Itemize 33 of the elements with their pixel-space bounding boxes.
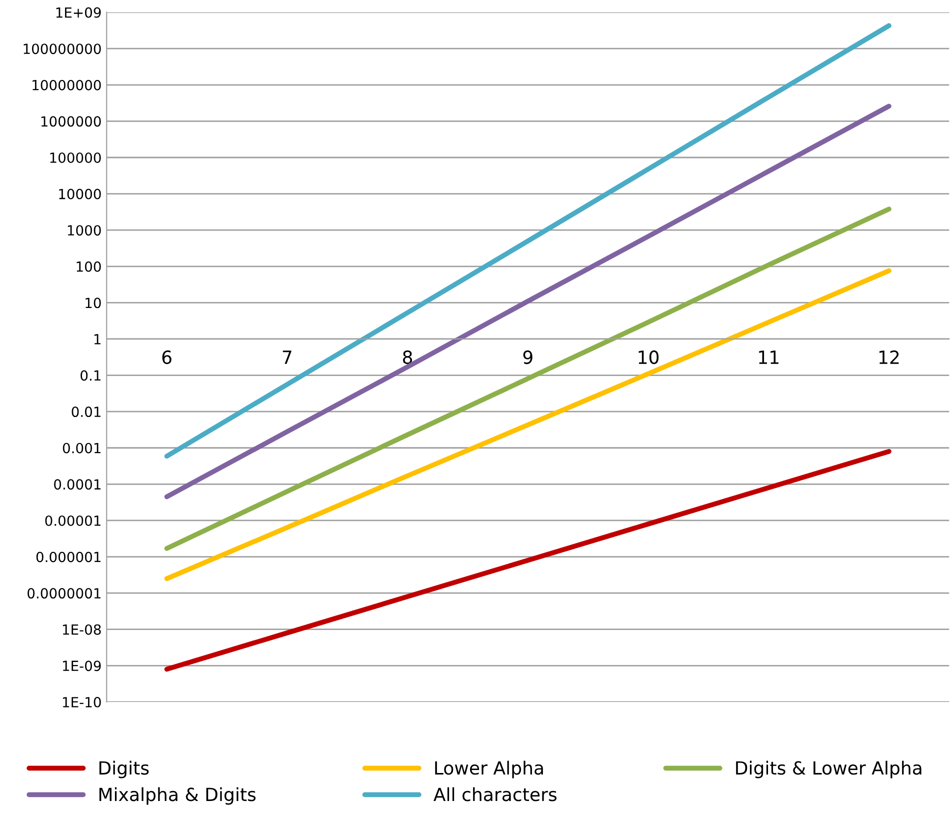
y-tick-label: 1E-10 xyxy=(62,696,101,708)
x-tick-label: 8 xyxy=(403,350,412,364)
y-tick-label: 1E+09 xyxy=(56,7,101,18)
y-tick-label: 0.000001 xyxy=(36,552,100,562)
y-tick-label: 10 xyxy=(86,298,101,308)
y-tick-label: 10000000 xyxy=(32,80,101,90)
y-tick-label: 100 xyxy=(76,261,101,272)
y-tick-label: 0.1 xyxy=(80,370,100,381)
y-tick-label: 0.01 xyxy=(72,406,100,418)
y-tick-label: 1000000 xyxy=(41,116,101,127)
legend-label: Digits xyxy=(99,760,149,778)
x-tick-label: 11 xyxy=(759,350,778,364)
x-tick-label: 9 xyxy=(523,350,532,364)
x-tick-label: 10 xyxy=(638,350,659,364)
legend-label: Mixalpha & Digits xyxy=(99,787,256,805)
legend-label: All characters xyxy=(434,787,557,802)
y-tick-label: 0.001 xyxy=(62,442,100,454)
legend-label: Lower Alpha xyxy=(435,760,543,778)
y-tick-label: 0.0000001 xyxy=(28,588,100,599)
legend-label: Digits & Lower Alpha xyxy=(736,760,922,778)
y-tick-label: 10000 xyxy=(59,188,101,200)
y-tick-label: 1000 xyxy=(68,225,101,236)
y-tick-label: 1 xyxy=(94,334,100,344)
y-tick-label: 0.00001 xyxy=(45,515,100,526)
y-tick-label: 100000 xyxy=(50,152,101,163)
x-tick-label: 12 xyxy=(879,350,899,364)
x-tick-label: 7 xyxy=(282,350,292,364)
x-tick-label: 6 xyxy=(162,350,172,364)
y-tick-label: 1E-08 xyxy=(62,624,101,635)
line-series xyxy=(164,448,892,672)
y-tick-label: 1E-09 xyxy=(62,660,101,672)
y-tick-label: 0.0001 xyxy=(54,479,100,490)
y-tick-label: 100000000 xyxy=(24,44,101,54)
